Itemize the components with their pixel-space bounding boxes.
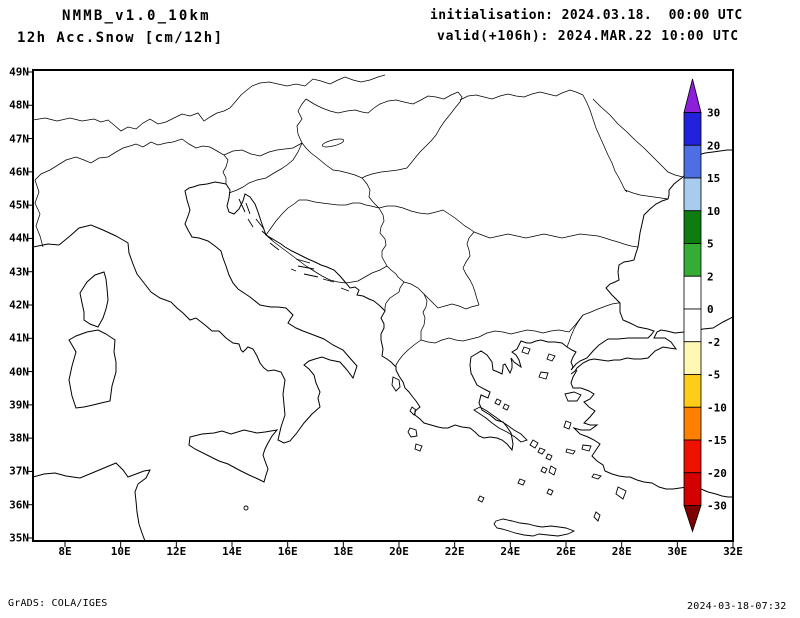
valid-time-label: valid(+106h): 2024.MAR.22 10:00 UTC xyxy=(437,29,739,44)
model-title: NMMB_v1.0_10km xyxy=(62,8,211,24)
colorbar-label: 2 xyxy=(707,270,714,283)
lon-label: 26E xyxy=(556,545,576,558)
lat-label: 44N xyxy=(9,231,29,245)
lat-label: 41N xyxy=(9,331,29,345)
colorbar-label: -5 xyxy=(707,369,720,382)
colorbar-label: -30 xyxy=(707,500,727,513)
lon-label: 20E xyxy=(389,545,409,558)
lat-label: 40N xyxy=(9,365,29,379)
colorbar-label: 30 xyxy=(707,107,720,120)
colorbar-cell xyxy=(683,308,702,343)
lat-label: 38N xyxy=(9,431,29,445)
lat-label: 42N xyxy=(9,298,29,312)
creation-timestamp: 2024-03-18-07:32 xyxy=(687,601,787,612)
lat-label: 36N xyxy=(9,498,29,512)
lon-label: 12E xyxy=(166,545,187,558)
colorbar-label: 5 xyxy=(707,238,714,251)
islands-group xyxy=(238,198,627,537)
colorbar-cell xyxy=(683,112,702,146)
lat-label: 37N xyxy=(9,464,29,478)
colorbar-cell xyxy=(683,210,702,244)
lon-label: 28E xyxy=(611,545,632,558)
colorbar-arrow-top xyxy=(683,78,702,113)
colorbar-cell xyxy=(683,275,702,310)
init-time-label: initialisation: 2024.03.18. 00:00 UTC xyxy=(430,8,743,23)
lat-label: 43N xyxy=(9,265,29,279)
lon-label: 10E xyxy=(110,545,131,558)
lon-label: 8E xyxy=(58,545,72,558)
axis-ticks xyxy=(27,71,734,547)
grads-credit: GrADS: COLA/IGES xyxy=(8,598,108,609)
colorbar-label: -20 xyxy=(707,467,727,480)
colorbar-scale: 30 20 15 10 5 2 0 -2 -5 -10 -15 -20 -30 xyxy=(675,70,785,550)
colorbar-cell xyxy=(683,341,702,375)
coastlines-group xyxy=(33,149,733,541)
colorbar-cell xyxy=(683,439,702,474)
colorbar-label: 20 xyxy=(707,139,720,152)
lat-label: 45N xyxy=(9,198,29,212)
colorbar-label: 10 xyxy=(707,205,720,218)
colorbar-cell xyxy=(683,177,702,212)
lon-label: 22E xyxy=(444,545,465,558)
colorbar-label: -10 xyxy=(707,401,727,414)
map-frame xyxy=(27,69,734,547)
lon-label: 18E xyxy=(333,545,354,558)
lat-label: 46N xyxy=(9,165,29,179)
colorbar-cell xyxy=(683,472,702,506)
colorbar-cell xyxy=(683,406,702,441)
colorbar-arrow-bottom xyxy=(683,505,702,533)
colorbar-label: -15 xyxy=(707,434,727,447)
colorbar-label: 0 xyxy=(707,303,714,316)
lat-label: 39N xyxy=(9,398,29,412)
field-title: 12h Acc.Snow [cm/12h] xyxy=(17,30,224,46)
colorbar-label: -2 xyxy=(707,336,720,349)
lat-label: 35N xyxy=(9,531,29,545)
lat-label: 47N xyxy=(9,132,29,146)
lat-label: 48N xyxy=(9,98,29,112)
colorbar-label: 15 xyxy=(707,172,720,185)
lon-label: 16E xyxy=(277,545,298,558)
borders-group xyxy=(33,74,684,370)
colorbar-cell xyxy=(683,243,702,277)
lon-label: 14E xyxy=(222,545,242,558)
lat-label: 49N xyxy=(9,65,29,79)
colorbar-cell xyxy=(683,144,702,179)
lon-label: 24E xyxy=(500,545,521,558)
lon-label: 32E xyxy=(723,545,743,558)
colorbar-cell xyxy=(683,374,702,408)
lon-label: 30E xyxy=(667,545,688,558)
